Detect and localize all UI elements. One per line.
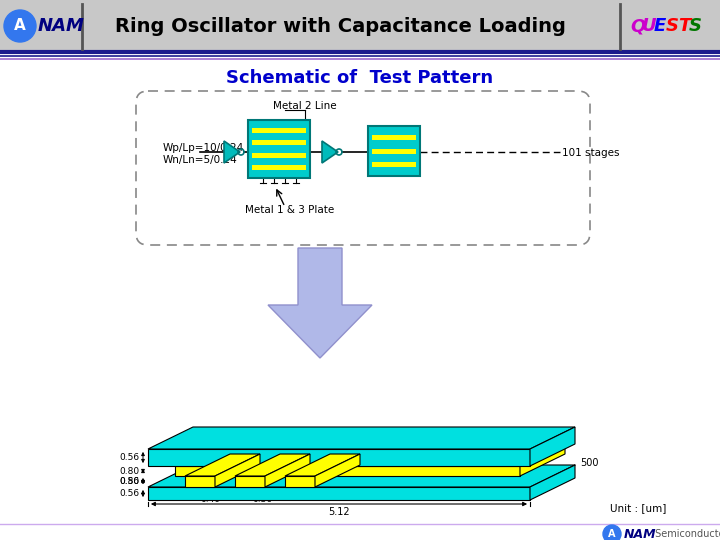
Polygon shape [175,444,565,466]
Polygon shape [322,141,338,163]
Text: 0.36: 0.36 [252,495,272,504]
Text: A: A [14,18,26,33]
Text: T: T [678,17,690,35]
Text: Q: Q [630,17,645,35]
Polygon shape [520,444,565,476]
Bar [248,120,310,178]
Polygon shape [185,454,260,476]
Polygon shape [148,427,575,449]
Text: 0.56: 0.56 [120,477,140,486]
Polygon shape [185,476,215,487]
Polygon shape [148,465,575,487]
Text: 500: 500 [580,458,598,468]
Polygon shape [265,454,310,487]
Text: Unit : [um]: Unit : [um] [610,503,667,513]
Bar [0,0,720,52]
Polygon shape [148,487,530,500]
Bar [252,127,306,133]
Text: 0.80: 0.80 [120,476,140,485]
Text: A: A [608,529,616,539]
Circle shape [603,525,621,540]
Text: 0.56: 0.56 [120,453,140,462]
Text: 0.56: 0.56 [120,489,140,498]
Polygon shape [315,454,360,487]
Polygon shape [530,427,575,466]
Text: S: S [666,17,679,35]
Text: Metal 1 & 3 Plate: Metal 1 & 3 Plate [246,205,335,215]
Polygon shape [224,141,240,163]
Bar [372,135,416,140]
Text: U: U [642,17,657,35]
Polygon shape [215,454,260,487]
Text: 101 stages: 101 stages [562,148,619,158]
Text: E: E [654,17,666,35]
Polygon shape [285,476,315,487]
Text: 0.80: 0.80 [120,467,140,476]
Text: NAM: NAM [38,17,85,35]
Bar [252,165,306,171]
Polygon shape [148,449,530,466]
Circle shape [4,10,36,42]
Bar [252,140,306,145]
Text: 5.12: 5.12 [328,507,350,517]
Polygon shape [235,454,310,476]
Text: Wp/Lp=10/0.24: Wp/Lp=10/0.24 [163,143,244,153]
Polygon shape [175,466,520,476]
Text: Metal 2 Line: Metal 2 Line [273,101,337,111]
Bar [372,162,416,167]
Bar [368,126,420,176]
Text: 0.40: 0.40 [200,495,220,504]
Text: Ring Oscillator with Capacitance Loading: Ring Oscillator with Capacitance Loading [114,17,565,36]
Polygon shape [268,248,372,358]
Text: Wn/Ln=5/0.24: Wn/Ln=5/0.24 [163,155,238,165]
Polygon shape [235,476,265,487]
Text: S: S [689,17,702,35]
Bar [252,153,306,158]
Text: Schematic of  Test Pattern: Schematic of Test Pattern [226,69,494,87]
Polygon shape [285,454,360,476]
Text: NAM: NAM [624,528,657,540]
Text: Semiconductor: Semiconductor [652,529,720,539]
Polygon shape [530,465,575,500]
Bar [372,148,416,153]
